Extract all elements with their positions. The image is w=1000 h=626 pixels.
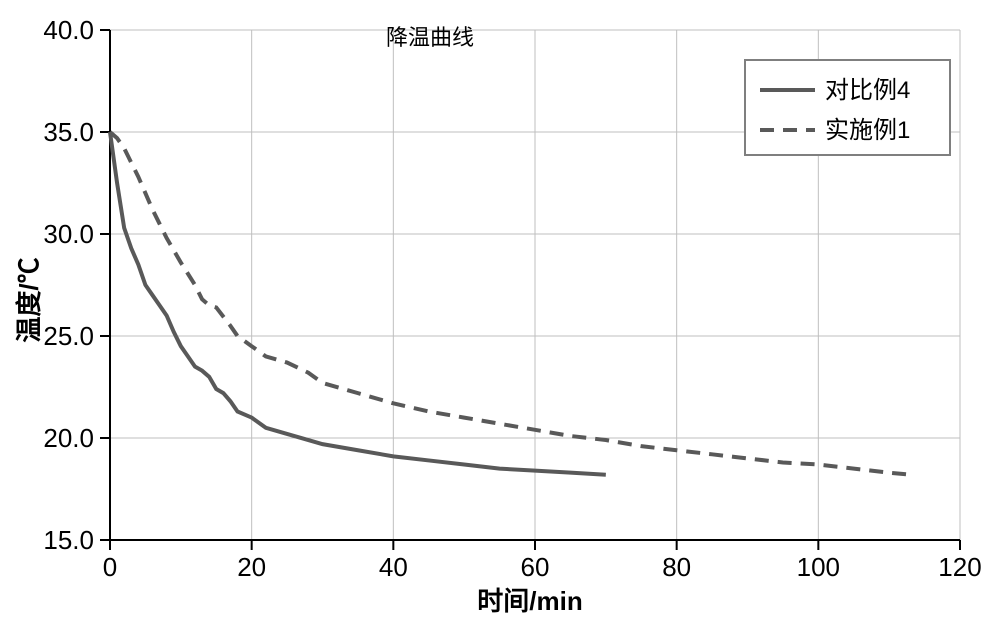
y-tick-label: 30.0 xyxy=(43,219,94,249)
y-tick-label: 25.0 xyxy=(43,321,94,351)
x-tick-label: 40 xyxy=(379,552,408,582)
y-tick-label: 20.0 xyxy=(43,423,94,453)
y-axis-label: 温度/℃ xyxy=(14,257,44,342)
y-tick-label: 35.0 xyxy=(43,117,94,147)
x-tick-label: 120 xyxy=(938,552,981,582)
x-tick-label: 60 xyxy=(521,552,550,582)
y-tick-label: 40.0 xyxy=(43,15,94,45)
x-tick-label: 100 xyxy=(797,552,840,582)
legend-item-label: 对比例4 xyxy=(825,77,910,104)
x-tick-label: 0 xyxy=(103,552,117,582)
cooling-curve-chart: 0 20 40 60 80 100 120 15.0 20.0 25.0 30.0 35.0 40.0… xyxy=(0,0,1000,626)
x-tick-label: 20 xyxy=(237,552,266,582)
legend-item-label: 实施例1 xyxy=(825,117,910,144)
y-tick-label: 15.0 xyxy=(43,525,94,555)
chart-title: 降温曲线 xyxy=(386,25,474,50)
chart-svg: 0 20 40 60 80 100 120 15.0 20.0 25.0 30.0 35.0 40.0… xyxy=(0,0,1000,626)
legend: 对比例4 实施例1 xyxy=(745,60,950,155)
x-axis-label: 时间/min xyxy=(477,586,582,616)
x-tick-label: 80 xyxy=(662,552,691,582)
